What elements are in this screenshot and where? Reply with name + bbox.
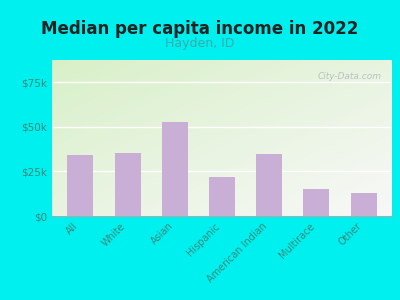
Bar [304,189,330,216]
Bar [114,153,140,216]
Bar [162,122,188,216]
Text: Median per capita income in 2022: Median per capita income in 2022 [41,20,359,38]
Text: Hayden, ID: Hayden, ID [165,38,235,50]
Bar [351,193,377,216]
Bar [209,177,235,216]
Text: City-Data.com: City-Data.com [318,73,382,82]
Bar [256,154,282,216]
Bar [67,155,93,216]
